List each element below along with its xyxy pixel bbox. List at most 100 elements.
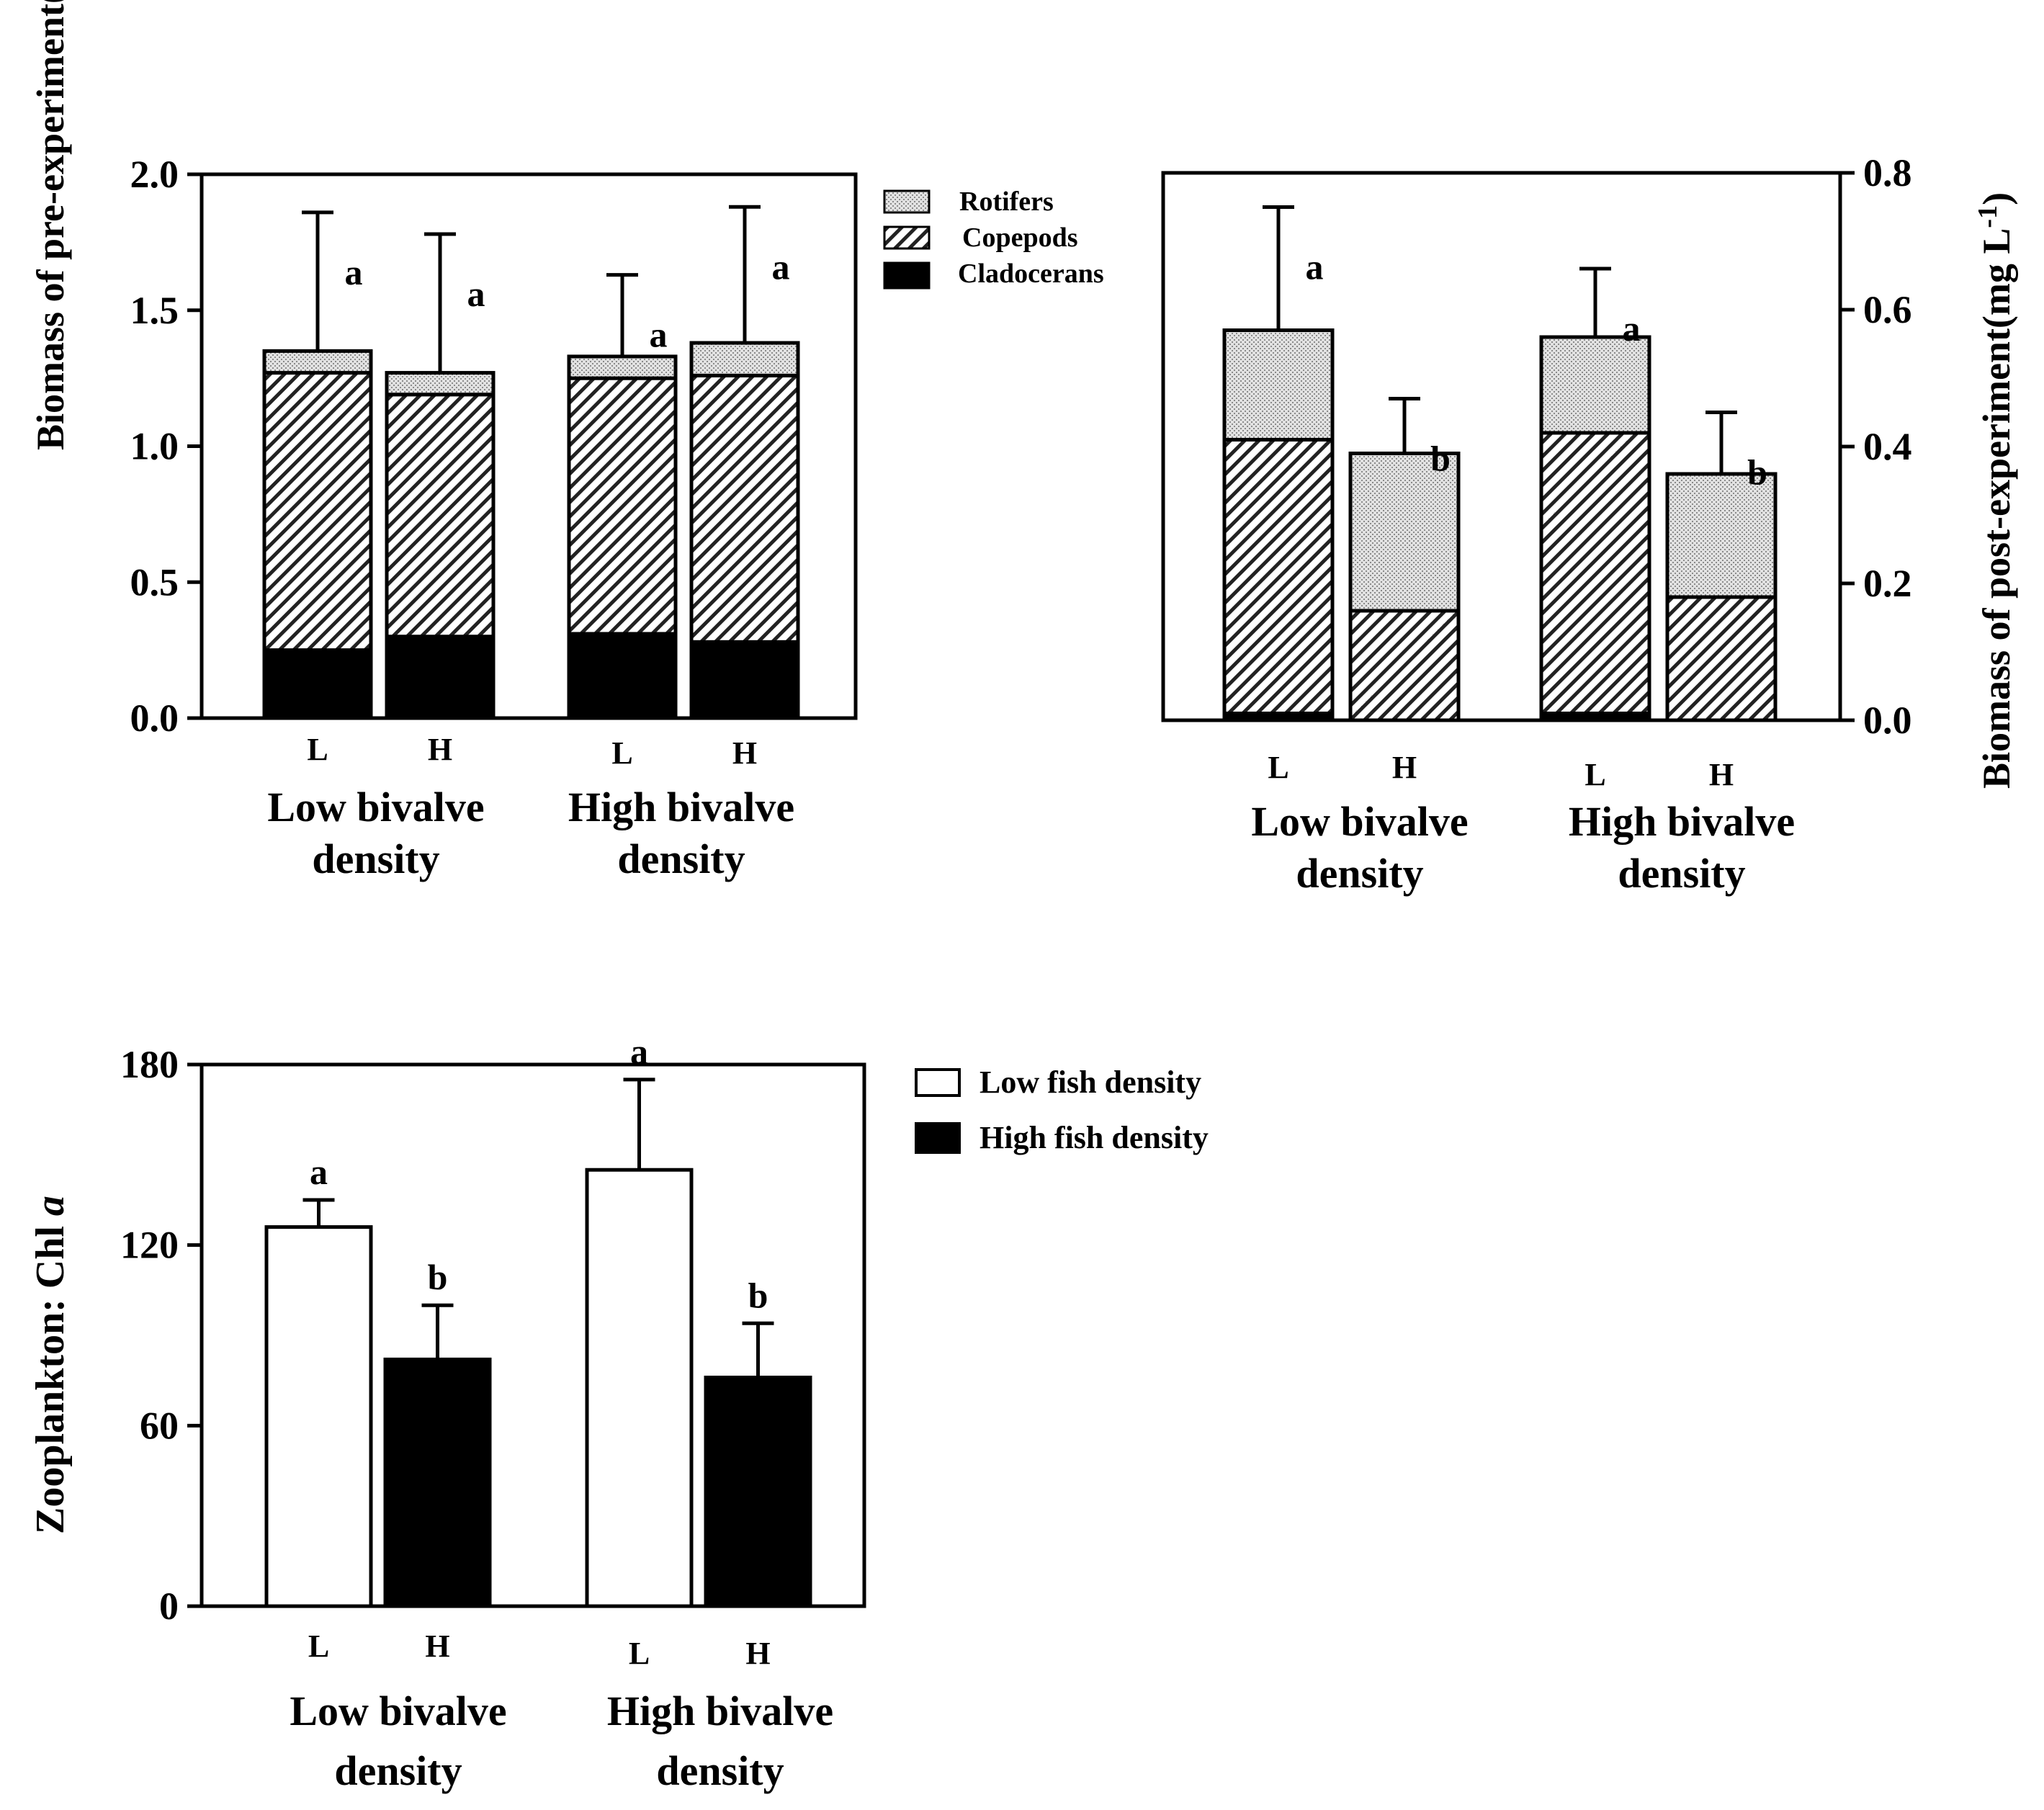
x-category-label: L bbox=[308, 1628, 329, 1664]
plot-frame bbox=[200, 1062, 866, 1608]
legend-label-copepods: Copepods bbox=[962, 223, 1078, 253]
y-axis-title-main: Biomass of post-experiment(mg L bbox=[1975, 228, 2018, 789]
y-axis-title-main: Biomass of pre-experiment(mg L bbox=[29, 0, 72, 450]
bar-segment-copepods bbox=[1222, 438, 1335, 715]
significance-letter: b bbox=[428, 1257, 448, 1297]
legend-item-low-fish: Low fish density bbox=[915, 1065, 1201, 1100]
x-category-label: H bbox=[1392, 750, 1417, 785]
x-group-label: density bbox=[312, 835, 439, 882]
bar-segment-rotifers bbox=[1665, 472, 1778, 599]
x-group-label: High bivalve bbox=[568, 784, 794, 830]
legend-swatch-cladocerans bbox=[883, 261, 931, 290]
bar-high-fish bbox=[383, 1357, 492, 1608]
x-category-label: L bbox=[307, 732, 328, 767]
x-group-label: Low bivalve bbox=[290, 1688, 506, 1734]
bar-segment-copepods bbox=[689, 373, 800, 644]
legend-item-rotifers: Rotifers bbox=[883, 187, 1054, 217]
x-category-label: H bbox=[428, 732, 452, 767]
legend-item-cladocerans: Cladocerans bbox=[883, 259, 1104, 290]
x-group-label: density bbox=[617, 835, 745, 882]
x-category-label: H bbox=[425, 1628, 449, 1664]
x-category-label: H bbox=[745, 1636, 770, 1671]
y-axis-title: Biomass of post-experiment(mg L-1) bbox=[1973, 192, 2018, 789]
y-tick-label: 2.0 bbox=[130, 153, 179, 196]
x-group-label: density bbox=[1296, 850, 1423, 897]
y-tick-label: 0.6 bbox=[1863, 288, 1912, 331]
x-group-label: density bbox=[334, 1747, 462, 1794]
x-category-label: L bbox=[611, 735, 632, 771]
plot-area: 0.0 0.5 1.0 1.5 2.0 a La Ha La H Low bivalve densit… bbox=[130, 153, 858, 882]
bar-segment-rotifers bbox=[385, 371, 496, 397]
legend-swatch-rotifers bbox=[883, 189, 931, 214]
y-axis-title-main: Zooplankton: Chl bbox=[28, 1216, 73, 1534]
x-group-label: density bbox=[656, 1747, 784, 1794]
significance-letter: a bbox=[467, 274, 485, 314]
bar-segment-rotifers bbox=[1348, 452, 1461, 613]
y-tick-label: 0 bbox=[159, 1585, 179, 1628]
y-tick-label: 0.4 bbox=[1863, 425, 1912, 468]
x-category-label: L bbox=[1268, 750, 1288, 785]
legend-item-high-fish: High fish density bbox=[915, 1120, 1209, 1155]
bar-segment-rotifers bbox=[567, 354, 678, 380]
y-tick-label: 0.0 bbox=[1863, 699, 1912, 742]
y-tick-label: 1.0 bbox=[130, 425, 179, 468]
bar-segment-copepods bbox=[1348, 609, 1461, 722]
legend-stacked: Rotifers Copepods Cladocerans bbox=[883, 187, 1104, 290]
y-axis-title: Biomass of pre-experiment(mg L-1) bbox=[27, 0, 72, 450]
y-axis-title-close: ) bbox=[1975, 192, 2018, 205]
x-category-label: L bbox=[629, 1636, 650, 1671]
x-category-label: L bbox=[1584, 757, 1605, 792]
bar-low-fish bbox=[585, 1168, 694, 1608]
bar-segment-rotifers bbox=[1222, 328, 1335, 442]
significance-letter: b bbox=[1747, 452, 1767, 493]
y-tick-label: 0.0 bbox=[130, 696, 179, 740]
y-tick-label: 120 bbox=[120, 1224, 179, 1267]
bar-segment-rotifers bbox=[1539, 335, 1651, 435]
x-group-label: Low bivalve bbox=[267, 784, 484, 830]
significance-letter: a bbox=[650, 315, 668, 355]
legend-swatch-high-fish bbox=[915, 1122, 961, 1154]
y-tick-label: 0.8 bbox=[1863, 151, 1912, 194]
legend-label-low-fish: Low fish density bbox=[980, 1065, 1201, 1100]
bar-low-fish bbox=[264, 1225, 373, 1608]
legend-fish: Low fish density High fish density bbox=[915, 1065, 1209, 1155]
significance-letter: a bbox=[630, 1031, 648, 1072]
x-group-label: Low bivalve bbox=[1251, 798, 1468, 845]
x-group-label: High bivalve bbox=[1569, 798, 1795, 845]
legend-label-high-fish: High fish density bbox=[980, 1120, 1209, 1155]
x-group-label: density bbox=[1618, 850, 1745, 897]
x-category-label: H bbox=[1709, 757, 1734, 792]
chart-pre-experiment: 0.0 0.5 1.0 1.5 2.0 a La Ha La H Low bivalve densit… bbox=[27, 0, 1104, 882]
bar-segment-cladocerans bbox=[689, 640, 800, 720]
y-tick-label: 60 bbox=[140, 1404, 179, 1447]
bar-segment-cladocerans bbox=[262, 648, 373, 720]
legend-label-cladocerans: Cladocerans bbox=[958, 259, 1104, 289]
y-tick-label: 1.5 bbox=[130, 289, 179, 332]
bar-segment-cladocerans bbox=[385, 635, 496, 720]
significance-letter: a bbox=[310, 1152, 328, 1192]
legend-label-rotifers: Rotifers bbox=[959, 187, 1054, 217]
significance-letter: a bbox=[772, 246, 790, 287]
bar-segment-copepods bbox=[1665, 595, 1778, 722]
legend-item-copepods: Copepods bbox=[883, 223, 1078, 253]
bar-segment-copepods bbox=[385, 393, 496, 639]
plot-area: 0 60 120 180 a Lb Ha Lb H Low bivalve density High … bbox=[120, 1031, 866, 1794]
bar-segment-cladocerans bbox=[567, 632, 678, 720]
bar-segment-copepods bbox=[1539, 431, 1651, 715]
plot-area: 0.0 0.2 0.4 0.6 0.8 a Lb Ha Lb H Low bivalve densit… bbox=[1161, 151, 1912, 897]
significance-letter: a bbox=[1306, 247, 1324, 287]
chart-post-experiment: 0.0 0.2 0.4 0.6 0.8 a Lb Ha Lb H Low bivalve densit… bbox=[1161, 151, 2018, 897]
significance-letter: a bbox=[1623, 308, 1641, 349]
y-tick-label: 0.5 bbox=[130, 560, 179, 604]
x-group-label: High bivalve bbox=[607, 1688, 833, 1734]
y-axis-title: Zooplankton: Chl a bbox=[28, 1196, 73, 1534]
bar-segment-copepods bbox=[567, 376, 678, 636]
legend-swatch-copepods bbox=[883, 225, 931, 250]
significance-letter: b bbox=[1430, 439, 1451, 479]
x-category-label: H bbox=[732, 735, 757, 771]
y-axis-title-exponent: -1 bbox=[1973, 205, 2003, 228]
legend-swatch-low-fish bbox=[915, 1068, 961, 1097]
y-tick-label: 0.2 bbox=[1863, 562, 1912, 605]
significance-letter: a bbox=[345, 252, 363, 292]
